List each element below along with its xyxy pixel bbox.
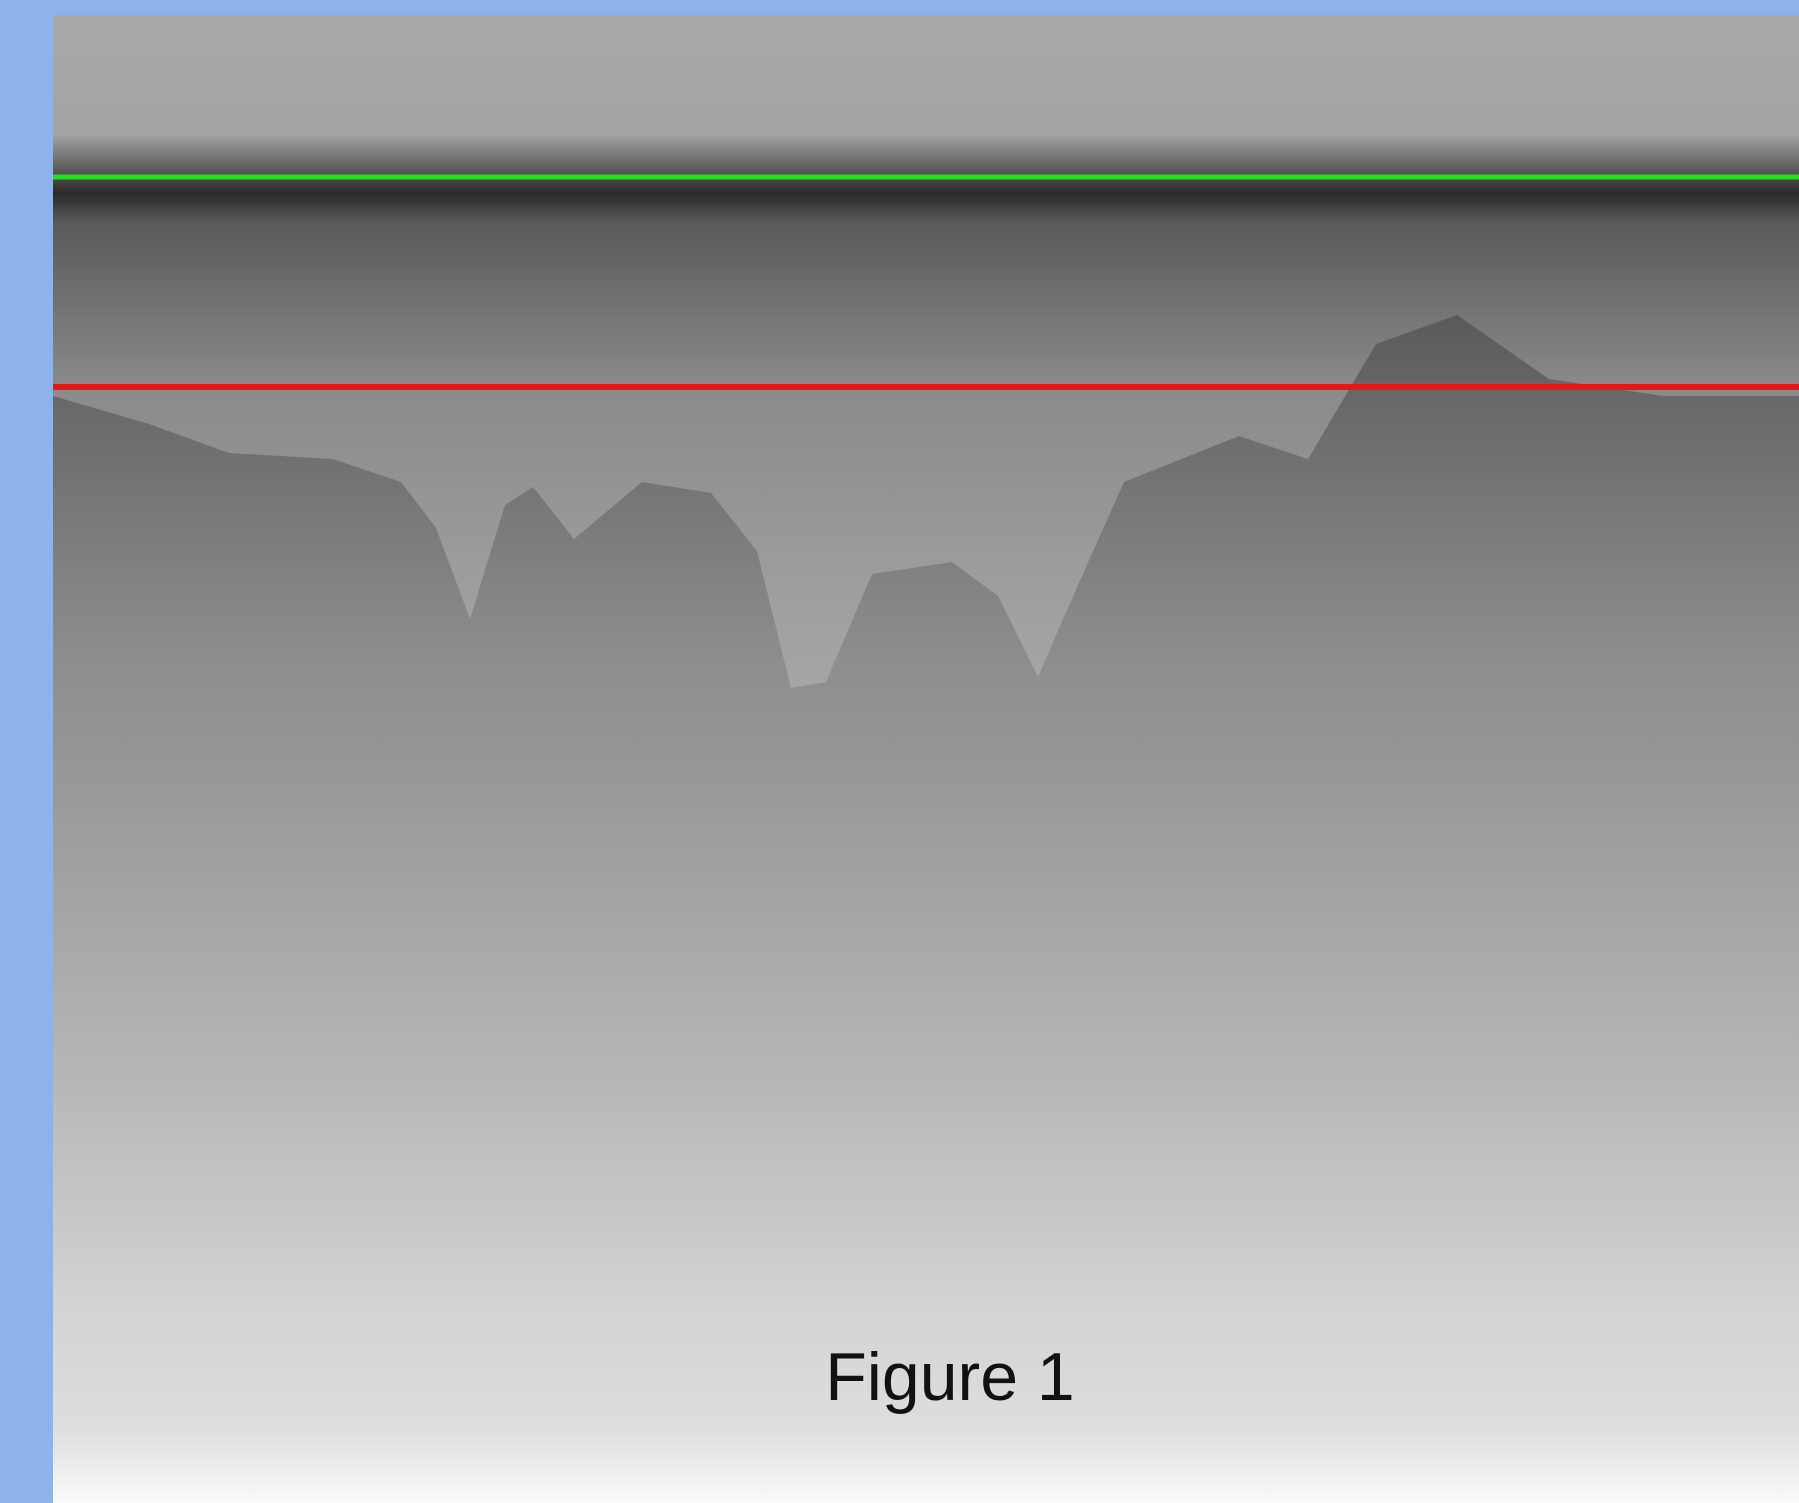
page: Figure 1	[0, 0, 1799, 1503]
figure-caption: Figure 1	[825, 1339, 1074, 1415]
